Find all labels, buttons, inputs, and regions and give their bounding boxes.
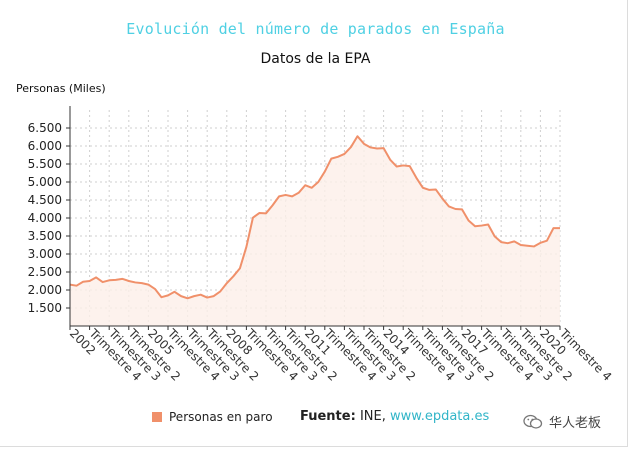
y-tick-label: 3.000 — [28, 247, 62, 261]
y-axis-label: Personas (Miles) — [16, 82, 106, 95]
y-tick-label: 6.000 — [28, 139, 62, 153]
source-org: INE, — [359, 409, 386, 424]
y-tick-label: 2.000 — [28, 283, 62, 297]
y-tick-label: 3.500 — [28, 229, 62, 243]
y-tick-label: 2.500 — [28, 265, 62, 279]
watermark-text: 华人老板 — [549, 416, 602, 431]
series-personas-en-paro — [69, 135, 560, 326]
series-area-fill — [70, 136, 560, 326]
source-link[interactable]: www.epdata.es — [389, 409, 490, 424]
series-line — [69, 135, 560, 300]
legend-swatch — [152, 412, 162, 422]
source-credit: Fuente: INE, www.epdata.es — [300, 409, 489, 424]
watermark: 华人老板 — [523, 412, 601, 431]
legend-label: Personas en paro — [169, 410, 273, 424]
chart-title: Evolución del número de parados en Españ… — [126, 20, 505, 38]
y-tick-label: 4.500 — [28, 193, 62, 207]
legend[interactable]: Personas en paro — [152, 410, 273, 424]
y-tick-label: 6.500 — [28, 121, 62, 135]
y-tick-label: 1.500 — [28, 301, 62, 315]
wechat-icon — [523, 414, 543, 429]
y-tick-label: 4.000 — [28, 211, 62, 225]
y-tick-labels: 1.500 2.000 2.500 3.000 3.500 4.000 4.500 5.000… — [28, 121, 62, 315]
chart-subtitle: Datos de la EPA — [260, 51, 371, 67]
y-tick-label: 5.500 — [28, 157, 62, 171]
y-tick-label: 5.000 — [28, 175, 62, 189]
axes — [66, 106, 561, 330]
source-prefix: Fuente: — [300, 409, 356, 424]
